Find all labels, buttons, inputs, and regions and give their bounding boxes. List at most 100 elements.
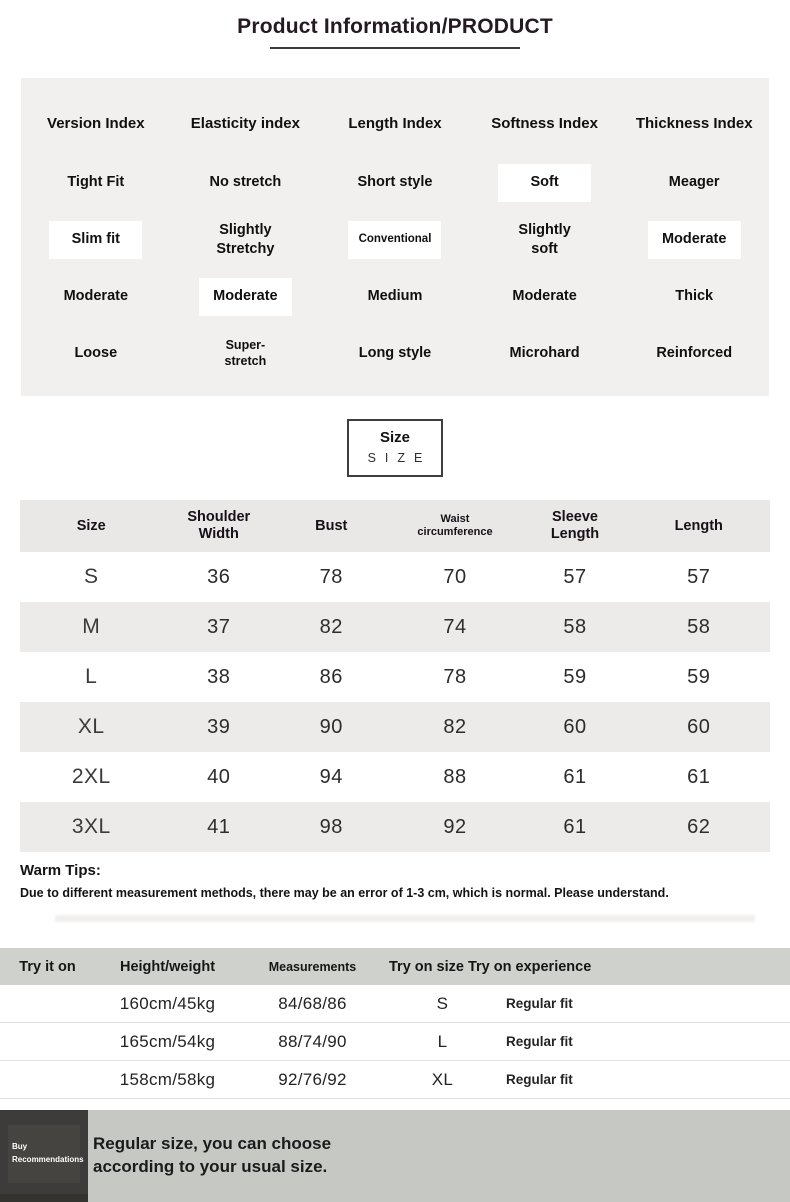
size-table-header-cell: Size — [76, 517, 106, 534]
index-option-label: Reinforced — [656, 345, 733, 362]
tryon-cell-height-weight: 158cm/58kg — [119, 1069, 216, 1089]
index-option: Medium — [368, 268, 423, 325]
size-badge-subtitle: SIZE — [367, 451, 432, 465]
size-cell: 98 — [319, 815, 343, 838]
size-cell: 88 — [443, 765, 467, 788]
size-cell: 58 — [687, 615, 711, 638]
page-header: Product Information/PRODUCT — [0, 0, 790, 78]
size-badge-title: Size — [379, 429, 410, 446]
size-cell: 70 — [443, 565, 467, 588]
size-cell: 94 — [319, 765, 343, 788]
tryon-cell-height-weight: 165cm/54kg — [119, 1031, 216, 1051]
size-badge-wrap: Size SIZE — [0, 396, 790, 500]
index-option-label: Short style — [357, 174, 433, 191]
size-table-header: Size Shoulder Width Bust Waist circumfer… — [20, 500, 770, 552]
index-option: Tight Fit — [67, 154, 124, 211]
tryon-cell-experience: Regular fit — [506, 996, 573, 1011]
index-option-label: Medium — [367, 288, 423, 305]
warm-tips: Warm Tips: Due to different measurement … — [0, 852, 790, 948]
index-option: Moderate — [512, 268, 576, 325]
index-option: Microhard — [510, 325, 580, 382]
index-option: Meager — [669, 154, 720, 211]
badge-seam — [0, 1194, 88, 1202]
tryon-cell-size: XL — [431, 1069, 454, 1089]
size-table-row: S 36 78 70 57 57 — [20, 552, 770, 602]
recommendation-text: Regular size, you can choose according t… — [93, 1134, 332, 1176]
index-option: Reinforced — [656, 325, 732, 382]
size-table-row: 3XL 41 98 92 61 62 — [20, 802, 770, 852]
size-cell: 41 — [207, 815, 231, 838]
index-option: Moderate — [647, 211, 741, 268]
size-table-row: 2XL 40 94 88 61 61 — [20, 752, 770, 802]
index-option-label: Loose — [74, 345, 118, 362]
size-cell: 82 — [443, 715, 467, 738]
index-option-label: Slightly soft — [518, 222, 571, 257]
index-option: Thick — [675, 268, 713, 325]
index-column-softness: Softness Index Soft Slightly soft Modera… — [470, 92, 620, 396]
index-column-version: Version Index Tight Fit Slim fit Moderat… — [21, 92, 171, 396]
index-column-title: Version Index — [47, 114, 145, 132]
index-option-label-selected: Moderate — [647, 220, 741, 259]
index-option: Loose — [74, 325, 117, 382]
tryon-header-cell: Height/weight — [119, 958, 216, 975]
index-column-title: Length Index — [348, 114, 442, 132]
index-column-title: Softness Index — [491, 114, 598, 132]
size-cell: 78 — [443, 665, 467, 688]
size-table-row: XL 39 90 82 60 60 — [20, 702, 770, 752]
size-table-header-cell: Length — [674, 517, 723, 534]
index-option-label: Super- stretch — [224, 337, 267, 368]
index-option: Short style — [358, 154, 433, 211]
size-cell: 2XL — [71, 765, 111, 788]
size-cell: 92 — [443, 815, 467, 838]
size-cell: 90 — [319, 715, 343, 738]
tryon-cell-measurements: 88/74/90 — [278, 1031, 347, 1051]
index-option-label-selected: Conventional — [348, 220, 442, 259]
size-cell: 58 — [563, 615, 587, 638]
index-option-label: Moderate — [63, 288, 129, 305]
size-cell: 61 — [563, 765, 587, 788]
index-option: Long style — [359, 325, 432, 382]
size-cell: 59 — [563, 665, 587, 688]
tryon-cell-experience: Regular fit — [506, 1034, 573, 1049]
index-column-title: Elasticity index — [190, 114, 300, 132]
size-cell: XL — [77, 715, 105, 738]
size-cell: 62 — [687, 815, 711, 838]
size-table-header-cell: Waist circumference — [417, 513, 493, 538]
size-cell: 39 — [207, 715, 231, 738]
tryon-cell-measurements: 84/68/86 — [278, 993, 347, 1013]
tryon-cell-height-weight: 160cm/45kg — [119, 993, 216, 1013]
warm-tips-title: Warm Tips: — [20, 862, 101, 879]
size-table-row: M 37 82 74 58 58 — [20, 602, 770, 652]
size-cell: 74 — [443, 615, 467, 638]
index-option-label-selected: Slim fit — [49, 220, 143, 259]
page-title: Product Information/PRODUCT — [237, 15, 553, 38]
buy-recommendations-badge-label: Buy Recommendations — [8, 1125, 84, 1183]
size-cell: 3XL — [71, 815, 111, 838]
tryon-row: 165cm/54kg 88/74/90 L Regular fit — [0, 1023, 790, 1061]
tryon-cell-experience: Regular fit — [506, 1072, 573, 1087]
index-option: Slightly soft — [518, 211, 570, 268]
index-option-label: No stretch — [209, 174, 282, 191]
tryon-cell-size: L — [437, 1031, 448, 1051]
index-option-label: Meager — [668, 174, 720, 191]
size-cell: 82 — [319, 615, 343, 638]
size-table: Size Shoulder Width Bust Waist circumfer… — [20, 500, 770, 852]
render-artifact — [55, 915, 755, 922]
size-cell: 86 — [319, 665, 343, 688]
index-column-thickness: Thickness Index Meager Moderate Thick Re… — [619, 92, 769, 396]
index-column-elasticity: Elasticity index No stretch Slightly Str… — [171, 92, 321, 396]
index-option: Slightly Stretchy — [216, 211, 274, 268]
size-cell: 60 — [687, 715, 711, 738]
section-gap — [0, 1099, 790, 1110]
size-badge: Size SIZE — [347, 419, 443, 477]
fit-index-panel: Version Index Tight Fit Slim fit Moderat… — [21, 78, 769, 396]
index-option-label: Moderate — [512, 288, 577, 305]
index-option: Moderate — [198, 268, 292, 325]
index-option-label-selected: Soft — [498, 163, 592, 202]
tryon-cell-size: S — [436, 993, 449, 1013]
buy-recommendations-badge: Buy Recommendations — [0, 1110, 88, 1202]
index-option: Soft — [498, 154, 592, 211]
size-cell: 57 — [563, 565, 587, 588]
size-cell: 78 — [319, 565, 343, 588]
size-table-header-cell: Bust — [315, 517, 348, 534]
